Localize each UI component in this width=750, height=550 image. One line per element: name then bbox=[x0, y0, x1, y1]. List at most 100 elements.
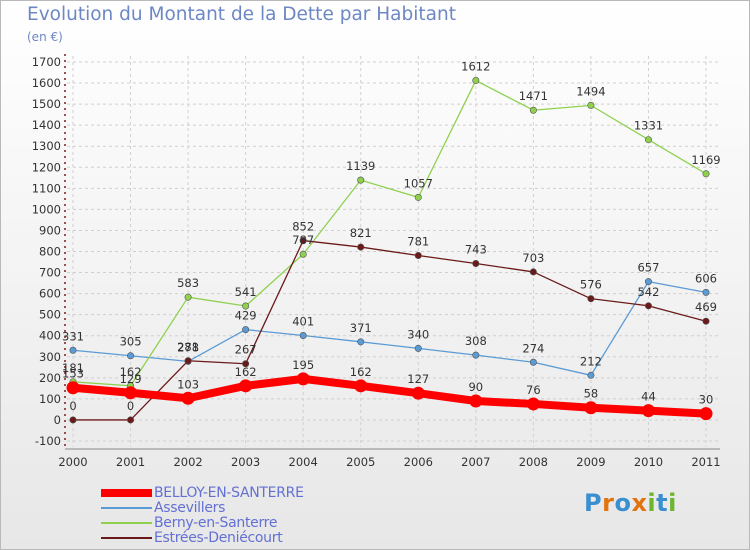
data-labels: 153 129 103 162 195 162 127 90 76 58 44 30 331 305 278… bbox=[62, 60, 721, 413]
data-label: 162 bbox=[350, 365, 372, 379]
data-point-0 bbox=[411, 386, 425, 400]
data-label: 852 bbox=[292, 220, 314, 234]
x-tick-label: 2010 bbox=[634, 455, 663, 469]
data-label: 1471 bbox=[519, 89, 548, 103]
y-tick-label: 500 bbox=[39, 308, 61, 322]
x-tick-label: 2002 bbox=[173, 455, 202, 469]
legend-item-berny: Berny-en-Santerre bbox=[101, 515, 304, 531]
data-label: 30 bbox=[699, 393, 714, 407]
data-point-3 bbox=[414, 252, 422, 260]
chart-subtitle: (en €) bbox=[27, 30, 63, 44]
data-point-0 bbox=[699, 407, 713, 421]
data-label: 0 bbox=[127, 399, 134, 413]
y-tick-label: 1500 bbox=[32, 97, 61, 111]
data-point-0 bbox=[66, 381, 80, 395]
x-tick-label: 2008 bbox=[519, 455, 548, 469]
data-label: 469 bbox=[695, 300, 717, 314]
data-label: 127 bbox=[407, 372, 429, 386]
data-label: 821 bbox=[350, 226, 372, 240]
legend-label-estrees: Estrées-Deniécourt bbox=[154, 529, 283, 546]
legend-label-assevillers: Assevillers bbox=[154, 499, 226, 516]
data-point-3 bbox=[357, 243, 365, 251]
x-tick-label: 2000 bbox=[58, 455, 87, 469]
x-tick-label: 2011 bbox=[691, 455, 720, 469]
proxiti-logo: Proxiti bbox=[584, 489, 677, 517]
data-point-2 bbox=[184, 293, 192, 301]
data-label: 542 bbox=[637, 285, 659, 299]
y-tick-label: -100 bbox=[35, 434, 61, 448]
data-point-1 bbox=[127, 352, 135, 360]
data-label: 331 bbox=[62, 329, 84, 343]
data-label: 429 bbox=[235, 309, 257, 323]
data-point-1 bbox=[587, 371, 595, 379]
data-label: 103 bbox=[177, 377, 199, 391]
data-label: 281 bbox=[177, 340, 199, 354]
data-point-3 bbox=[472, 260, 480, 268]
logo-letter: P bbox=[584, 489, 603, 517]
data-label: 129 bbox=[120, 372, 142, 386]
series-line-2 bbox=[72, 79, 707, 387]
data-point-3 bbox=[587, 295, 595, 303]
data-label: 401 bbox=[292, 315, 314, 329]
data-label: 195 bbox=[292, 358, 314, 372]
series-line-3 bbox=[72, 239, 707, 421]
legend-swatch-belloy bbox=[101, 488, 152, 497]
x-tick-label: 2004 bbox=[289, 455, 318, 469]
legend-swatch-assevillers bbox=[101, 506, 152, 509]
y-tick-label: 1000 bbox=[32, 202, 61, 216]
y-tick-label: 1400 bbox=[32, 118, 61, 132]
logo-letter: x bbox=[631, 489, 648, 517]
data-label: 76 bbox=[526, 383, 541, 397]
legend-swatch-berny bbox=[101, 521, 152, 524]
data-point-0 bbox=[124, 386, 138, 400]
data-label: 278 bbox=[177, 340, 199, 354]
data-point-1 bbox=[702, 288, 710, 296]
data-point-0 bbox=[296, 372, 310, 386]
axes: -100010020030040050060070080090010001100… bbox=[32, 54, 721, 469]
data-label: 541 bbox=[235, 285, 257, 299]
data-point-1 bbox=[529, 358, 537, 366]
x-tick-label: 2009 bbox=[576, 455, 605, 469]
data-label: 267 bbox=[235, 343, 257, 357]
data-label: 44 bbox=[641, 390, 656, 404]
y-tick-label: 200 bbox=[39, 371, 61, 385]
data-point-0 bbox=[354, 379, 368, 393]
x-tick-label: 2001 bbox=[116, 455, 145, 469]
series-lines bbox=[66, 77, 713, 424]
data-label: 162 bbox=[235, 365, 257, 379]
data-label: 90 bbox=[468, 380, 483, 394]
legend-item-estrees: Estrées-Deniécourt bbox=[101, 529, 304, 546]
data-point-3 bbox=[529, 268, 537, 276]
data-label: 1494 bbox=[576, 84, 605, 98]
logo-letter: i bbox=[668, 489, 677, 517]
y-tick-label: 400 bbox=[39, 329, 61, 343]
y-tick-label: 800 bbox=[39, 245, 61, 259]
data-label: 1139 bbox=[346, 159, 375, 173]
data-label: 606 bbox=[695, 271, 717, 285]
data-point-1 bbox=[299, 332, 307, 340]
data-label: 340 bbox=[407, 327, 429, 341]
series-line-0 bbox=[69, 374, 710, 418]
y-tick-label: 600 bbox=[39, 287, 61, 301]
data-label: 657 bbox=[637, 261, 659, 275]
data-label: 1169 bbox=[691, 153, 720, 167]
data-label: 305 bbox=[120, 335, 142, 349]
data-point-2 bbox=[702, 170, 710, 178]
logo-letter: r bbox=[602, 489, 615, 517]
data-point-2 bbox=[242, 302, 250, 310]
data-point-1 bbox=[644, 278, 652, 286]
grid bbox=[67, 56, 718, 447]
data-point-3 bbox=[702, 317, 710, 325]
logo-letter: i bbox=[647, 489, 657, 517]
data-label: 181 bbox=[62, 361, 84, 375]
data-label: 781 bbox=[407, 235, 429, 249]
logo-letter: o bbox=[614, 489, 632, 517]
data-label: 274 bbox=[522, 341, 544, 355]
y-tick-label: 1200 bbox=[32, 160, 61, 174]
data-point-1 bbox=[357, 338, 365, 346]
data-point-0 bbox=[526, 397, 540, 411]
data-point-1 bbox=[242, 326, 250, 334]
data-label: 308 bbox=[465, 334, 487, 348]
